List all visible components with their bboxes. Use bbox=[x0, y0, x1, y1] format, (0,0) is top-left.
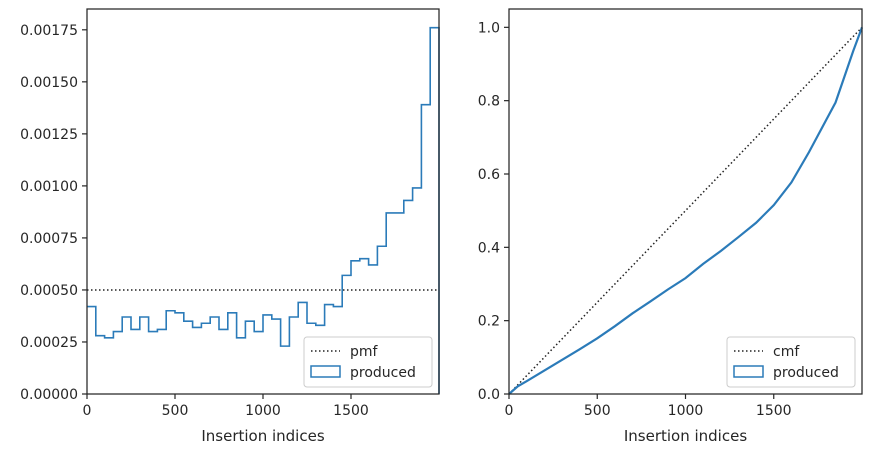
plot-frame bbox=[508, 8, 863, 395]
x-tick-label: 500 bbox=[162, 403, 189, 419]
legend-box bbox=[726, 336, 856, 388]
y-tick-label: 0.00150 bbox=[20, 75, 78, 91]
series-produced-line bbox=[87, 26, 440, 394]
y-tick-label: 0.00000 bbox=[20, 387, 78, 403]
y-tick-label: 1.0 bbox=[478, 20, 500, 36]
x-tick-label: 1500 bbox=[756, 403, 792, 419]
x-tick-label: 0 bbox=[83, 403, 92, 419]
y-tick-label: 0.8 bbox=[478, 94, 500, 110]
x-tick-label: 1500 bbox=[333, 403, 369, 419]
legend-swatch-produced bbox=[733, 365, 764, 378]
series-cmf-line bbox=[508, 26, 863, 395]
y-tick-label: 0.4 bbox=[478, 240, 500, 256]
y-tick-label: 0.6 bbox=[478, 167, 500, 183]
y-tick-label: 0.00125 bbox=[20, 127, 78, 143]
x-tick-label: 0 bbox=[505, 403, 514, 419]
x-tick-label: 500 bbox=[584, 403, 611, 419]
legend-label-produced: produced bbox=[773, 365, 839, 381]
legend-label-pmf: pmf bbox=[350, 344, 379, 360]
y-tick-label: 0.2 bbox=[478, 314, 500, 330]
y-tick-label: 0.0 bbox=[478, 387, 500, 403]
legend-label-cmf: cmf bbox=[773, 344, 800, 360]
plot-frame bbox=[86, 8, 440, 395]
chart-pmf: 0 500 1000 1500 0.00000 0.00025 0.00050 0.00075… bbox=[20, 8, 440, 445]
y-tick-label: 0.00100 bbox=[20, 179, 78, 195]
y-tick-label: 0.00050 bbox=[20, 283, 78, 299]
chart-cmf: 0 500 1000 1500 0.0 0.2 0.4 0.6 0.8 1.0 Insertion … bbox=[478, 8, 864, 445]
x-axis-label: Insertion indices bbox=[201, 427, 324, 445]
legend-label-produced: produced bbox=[350, 365, 416, 381]
y-tick-label: 0.00025 bbox=[20, 335, 78, 351]
legend: cmf produced bbox=[726, 336, 856, 388]
x-tick-label: 1000 bbox=[245, 403, 281, 419]
series-produced-line bbox=[508, 26, 864, 395]
x-axis-label: Insertion indices bbox=[624, 427, 747, 445]
legend: pmf produced bbox=[303, 336, 433, 388]
y-tick-label: 0.00175 bbox=[20, 23, 78, 39]
legend-box bbox=[303, 336, 433, 388]
legend-swatch-produced bbox=[310, 365, 341, 378]
y-tick-label: 0.00075 bbox=[20, 231, 78, 247]
x-tick-label: 1000 bbox=[668, 403, 704, 419]
